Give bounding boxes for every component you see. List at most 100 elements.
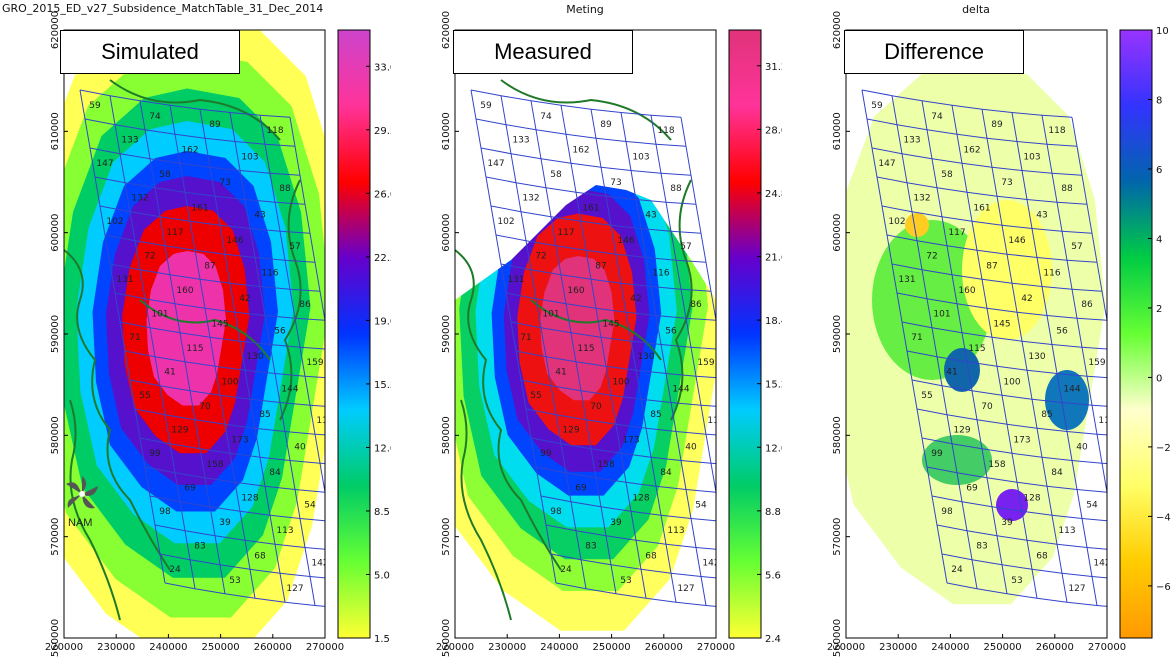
grid-cell-number: 147	[96, 159, 113, 169]
grid-cell-number: 132	[522, 194, 539, 204]
grid-cell-number: 99	[931, 449, 943, 459]
colorbar-tick-label: −4	[1156, 512, 1171, 523]
grid-cell-number: 83	[194, 542, 205, 552]
grid-line	[921, 437, 1107, 465]
grid-cell-number: 39	[610, 518, 622, 528]
colorbar-tick-label: 18.4	[765, 316, 782, 327]
panel-label-difference: Difference	[844, 30, 1024, 74]
x-tick-label: 260000	[254, 642, 292, 653]
grid-cell-number: 130	[246, 352, 263, 362]
colorbar	[1119, 29, 1153, 639]
grid-cell-number: 57	[680, 242, 691, 252]
grid-cell-number: 89	[600, 120, 612, 130]
grid-cell-number: 116	[1043, 269, 1060, 279]
grid-cell-number: 162	[181, 145, 198, 155]
grid-cell-number: 54	[1086, 501, 1098, 511]
x-tick-label: 220000	[827, 642, 865, 653]
grid-cell-number: 133	[903, 136, 920, 146]
y-tick-label: 600000	[832, 214, 843, 252]
grid-line	[540, 495, 716, 522]
panel-label-measured: Measured	[453, 30, 633, 74]
colorbar-tick-label: 5.6	[765, 570, 781, 581]
x-tick-label: 270000	[306, 642, 344, 653]
grid-line	[500, 263, 712, 292]
grid-line	[921, 100, 1008, 594]
grid-line	[916, 408, 1107, 436]
grid-line	[545, 524, 716, 550]
colorbar-tick-label: 2	[1156, 304, 1162, 315]
grid-cell-number: 103	[1023, 153, 1040, 163]
grid-cell-number: 68	[1036, 551, 1048, 561]
grid-line	[109, 95, 196, 589]
y-tick-label: 580000	[441, 416, 452, 454]
grid-cell-number: 69	[184, 484, 196, 494]
grid-cell-number: 53	[229, 576, 240, 586]
grid-cell-number: 173	[1013, 435, 1030, 445]
grid-line	[1011, 112, 1098, 606]
y-tick-label: 600000	[441, 214, 452, 252]
contour-band	[962, 200, 1052, 340]
grid-line	[470, 89, 557, 584]
grid-cell-number: 84	[1051, 468, 1063, 478]
colorbar-tick-label: 33.0	[374, 62, 391, 73]
grid-line	[104, 234, 316, 263]
grid-line	[620, 112, 707, 606]
coastline	[500, 79, 672, 141]
grid-cell-number: 101	[933, 310, 950, 320]
grid-line	[490, 205, 702, 234]
colorbar-tick-label: 15.5	[374, 380, 391, 391]
x-tick-label: 240000	[540, 642, 578, 653]
grid-line	[164, 582, 325, 607]
grid-line	[475, 118, 687, 147]
grid-line	[936, 524, 1107, 550]
colorbar-tick-label: 31.2	[765, 62, 782, 73]
grid-cell-number: 69	[966, 484, 978, 494]
contour-band	[905, 213, 929, 237]
y-tick-label: 590000	[832, 315, 843, 353]
grid-line	[530, 100, 617, 594]
grid-cell-number: 128	[632, 493, 649, 503]
grid-cell-number: 129	[953, 426, 970, 436]
grid-cell-number: 128	[1023, 493, 1040, 503]
y-tick-label: 560000	[832, 619, 843, 657]
grid-cell-number: 54	[304, 501, 316, 511]
grid-cell-number: 142	[311, 559, 328, 569]
grid-line	[289, 117, 325, 324]
grid-cell-number: 142	[702, 559, 719, 569]
grid-line	[525, 408, 716, 436]
grid-cell-number: 39	[1001, 518, 1013, 528]
grid-line	[876, 176, 1088, 205]
grid-cell-number: 84	[660, 468, 672, 478]
x-tick-label: 240000	[931, 642, 969, 653]
grid-line	[154, 524, 325, 550]
grid-line	[124, 350, 325, 379]
grid-cell-number: 85	[259, 410, 270, 420]
grid-cell-number: 142	[1093, 559, 1110, 569]
grid-cell-number: 102	[497, 217, 514, 227]
grid-cell-number: 127	[1068, 584, 1085, 594]
grid-cell-number: 41	[555, 368, 566, 378]
grid-line	[259, 115, 325, 496]
grid-cell-number: 74	[931, 112, 943, 122]
grid-line	[229, 112, 316, 606]
grid-cell-number: 99	[540, 449, 552, 459]
colorbar-tick-label: 8	[1156, 95, 1162, 106]
grid-cell-number: 39	[219, 518, 231, 528]
grid-cell-number: 147	[878, 159, 895, 169]
grid-cell-number: 58	[941, 170, 953, 180]
grid-cell-number: 129	[171, 426, 188, 436]
grid-line	[1071, 117, 1107, 324]
grid-cell-number: 144	[672, 385, 689, 395]
grid-line	[134, 408, 325, 436]
grid-cell-number: 127	[286, 584, 303, 594]
grid-cell-number: 58	[550, 170, 562, 180]
grid-line	[149, 495, 325, 522]
grid-cell-number: 24	[560, 565, 572, 575]
grid-cell-number: 159	[306, 358, 323, 368]
grid-cell-number: 41	[946, 368, 957, 378]
x-tick-label: 270000	[1088, 642, 1126, 653]
grid-cell-number: 72	[144, 252, 155, 262]
grid-line	[515, 350, 716, 379]
grid-cell-number: 40	[294, 443, 306, 453]
grid-cell-number: 74	[149, 112, 161, 122]
